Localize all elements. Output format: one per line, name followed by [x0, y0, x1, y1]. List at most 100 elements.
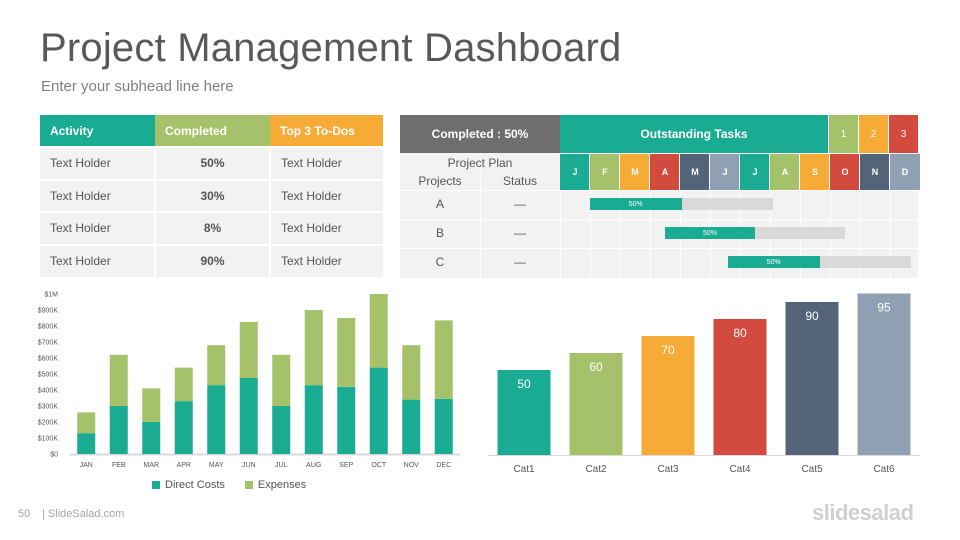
bar-data-label: 80 [733, 326, 747, 340]
gantt-grid-line [860, 190, 861, 278]
todo-table-header: Activity Completed Top 3 To-Dos [40, 115, 383, 147]
x-tick-label: JUN [242, 462, 256, 469]
x-tick-label: APR [177, 462, 191, 469]
gantt-project-status: — [514, 226, 526, 240]
month-header: M [679, 153, 710, 190]
y-tick-label: $800K [38, 324, 59, 331]
bar-expenses [77, 412, 96, 434]
gantt-completed-header: Completed : 50% [400, 115, 560, 153]
month-header: S [799, 153, 830, 190]
table-row: Text Holder 50% Text Holder [40, 146, 383, 180]
category-bar [785, 302, 839, 455]
category-bar [857, 293, 911, 455]
bar-direct-costs [434, 398, 453, 454]
bar-direct-costs [337, 386, 356, 454]
legend-label: Direct Costs [165, 479, 225, 491]
y-tick-label: $0 [50, 452, 58, 459]
bar-data-label: 95 [877, 301, 891, 315]
header-activity: Activity [40, 115, 155, 147]
category-bar [497, 370, 551, 455]
month-header: J [709, 153, 740, 190]
x-tick-label: JAN [80, 462, 93, 469]
x-tick-label: MAR [143, 462, 159, 469]
category-bar-chart: 50 Cat1 60 Cat2 70 Cat3 80 Cat4 90 Cat5 95 Cat6 [488, 293, 920, 475]
header-completed: Completed [155, 115, 270, 147]
category-label: Cat5 [801, 464, 823, 475]
y-tick-label: $100K [38, 436, 59, 443]
gantt-task-progress: 50% [590, 198, 682, 210]
gantt-grid-line [590, 190, 591, 278]
completed-cell: 50% [155, 146, 271, 180]
completed-cell: 90% [155, 243, 271, 277]
bar-expenses [304, 310, 323, 386]
x-tick-label: FEB [112, 462, 126, 469]
todo-table: Activity Completed Top 3 To-Dos Text Hol… [40, 115, 383, 277]
month-header: M [619, 153, 650, 190]
month-header: F [589, 153, 620, 190]
bar-direct-costs [109, 406, 128, 454]
bar-expenses [174, 367, 193, 402]
bar-data-label: 90 [805, 309, 819, 323]
priority-header-3: 3 [888, 115, 918, 153]
bar-direct-costs [207, 385, 226, 454]
completed-cell: 8% [155, 211, 271, 245]
priority-header-1: 1 [828, 115, 858, 153]
category-bar [569, 353, 623, 455]
category-label: Cat4 [729, 464, 751, 475]
bar-expenses [239, 322, 258, 378]
page-title: Project Management Dashboard [40, 26, 622, 70]
bar-data-label: 50 [517, 377, 531, 391]
todo-cell: Text Holder [270, 178, 383, 212]
category-label: Cat2 [585, 464, 607, 475]
stacked-cost-chart: $0 $100K $200K $300K $400K $500K $600K $700K $80… [38, 292, 460, 469]
bar-expenses [109, 354, 128, 406]
activity-cell: Text Holder [40, 211, 156, 245]
y-tick-label: $200K [38, 420, 59, 427]
legend-item-direct-costs: Direct Costs [152, 479, 225, 491]
legend-swatch [244, 481, 253, 489]
month-header: A [649, 153, 680, 190]
bar-expenses [402, 345, 421, 400]
gantt-status-header: Status [502, 174, 538, 188]
todo-cell: Text Holder [270, 211, 383, 245]
category-bar [713, 319, 767, 455]
gantt-project-plan-label: Project Plan [447, 155, 513, 170]
gantt-column-separator [560, 190, 561, 278]
page-subtitle: Enter your subhead line here [41, 78, 234, 95]
bar-direct-costs [174, 401, 193, 454]
bar-direct-costs [369, 367, 388, 454]
bar-direct-costs [304, 385, 323, 454]
activity-cell: Text Holder [40, 243, 156, 277]
gantt-project-status: — [514, 255, 526, 269]
month-header: J [739, 153, 770, 190]
x-tick-label: NOV [404, 462, 420, 469]
priority-header-2: 2 [858, 115, 888, 153]
gantt-task-progress: 50% [728, 256, 820, 268]
bar-data-label: 60 [589, 360, 603, 374]
x-tick-label: JUL [275, 462, 288, 469]
slidesalad-logo: slidesalad [812, 500, 914, 525]
gantt-outstanding-header: Outstanding Tasks [560, 115, 828, 153]
x-tick-label: AUG [306, 462, 321, 469]
header-top-todos: Top 3 To-Dos [270, 115, 383, 147]
table-row: Text Holder 8% Text Holder [40, 211, 383, 245]
gantt-grid-line [890, 190, 891, 278]
y-tick-label: $900K [38, 308, 59, 315]
y-tick-label: $600K [38, 356, 59, 363]
gantt-project-status: — [514, 197, 526, 211]
gantt-project-label: B [435, 226, 444, 240]
gantt-projects-header: Projects [418, 174, 462, 188]
completed-cell: 30% [155, 178, 271, 212]
y-tick-label: $300K [38, 404, 59, 411]
bar-expenses [337, 318, 356, 387]
month-header: A [769, 153, 800, 190]
bar-direct-costs [272, 406, 291, 454]
month-header: N [859, 153, 890, 190]
table-row: Text Holder 90% Text Holder [40, 243, 383, 277]
category-bar [641, 336, 695, 455]
bar-data-label: 70 [661, 343, 675, 357]
month-header: J [559, 153, 590, 190]
x-tick-label: DEC [436, 462, 451, 469]
y-tick-label: $1M [44, 292, 58, 299]
gantt-column-separator [480, 172, 481, 278]
